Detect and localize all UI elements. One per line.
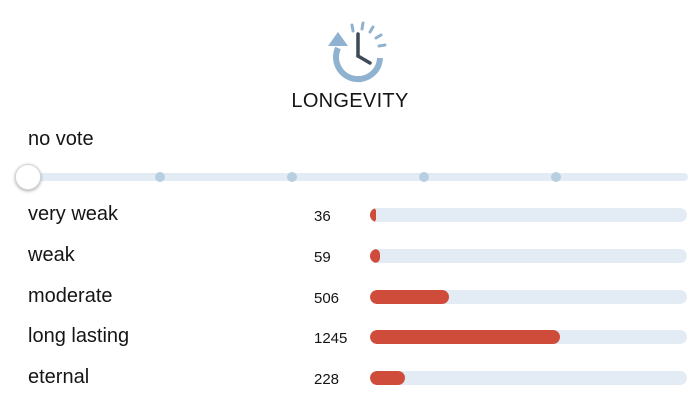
result-row-very-weak: very weak 36 [0, 196, 700, 236]
result-count: 59 [314, 249, 331, 266]
slider-stop[interactable] [419, 172, 429, 182]
result-bar-fill [370, 290, 450, 304]
result-bar [370, 249, 687, 263]
result-bar [370, 290, 687, 304]
slider-stop[interactable] [155, 172, 165, 182]
slider-track[interactable] [28, 173, 688, 181]
result-label: eternal [28, 366, 90, 388]
result-bar-fill [370, 330, 561, 344]
result-bar-fill [370, 208, 377, 222]
slider-stop[interactable] [551, 172, 561, 182]
result-row-weak: weak 59 [0, 237, 700, 277]
result-label: moderate [28, 285, 113, 307]
result-bar-fill [370, 371, 405, 385]
result-count: 506 [314, 290, 340, 307]
result-label: long lasting [28, 325, 130, 347]
result-bar [370, 208, 687, 222]
result-row-moderate: moderate 506 [0, 278, 700, 318]
slider-thumb[interactable] [15, 164, 41, 190]
result-row-long-lasting: long lasting 1245 [0, 318, 700, 358]
result-count: 228 [314, 371, 340, 388]
result-row-eternal: eternal 228 [0, 359, 700, 399]
page-title: LONGEVITY [291, 90, 409, 112]
result-bar-fill [370, 249, 380, 263]
slider-stop[interactable] [287, 172, 297, 182]
result-count: 1245 [314, 330, 348, 347]
longevity-header: LONGEVITY [0, 0, 700, 120]
longevity-vote-slider[interactable] [15, 162, 690, 192]
result-label: very weak [28, 203, 119, 225]
result-count: 36 [314, 208, 331, 225]
result-label: weak [28, 244, 75, 266]
clock-rewind-icon [328, 21, 387, 83]
vote-status-label: no vote [28, 128, 94, 150]
result-bar [370, 330, 687, 344]
result-bar [370, 371, 687, 385]
